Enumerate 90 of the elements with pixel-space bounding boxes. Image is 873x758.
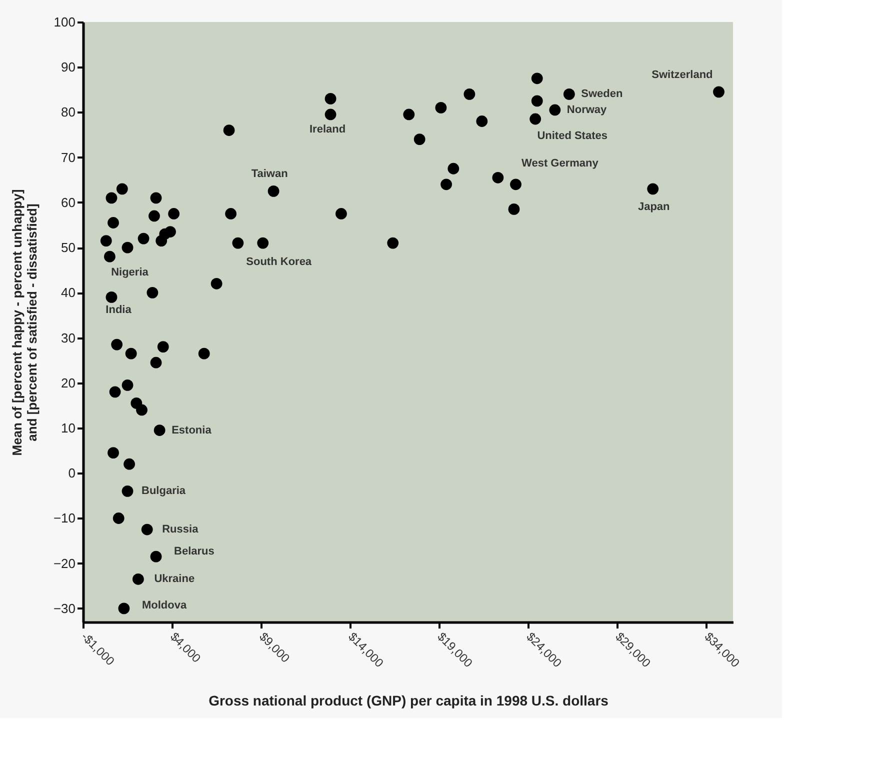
point <box>150 356 162 368</box>
point <box>464 88 476 100</box>
point <box>476 116 488 127</box>
y-tick-label: 60 <box>61 194 76 210</box>
point <box>124 458 135 470</box>
point <box>112 512 124 524</box>
point <box>118 602 130 614</box>
point <box>104 250 116 262</box>
point <box>150 192 162 204</box>
annotation: Russia <box>162 524 200 536</box>
y-tick-label: 10 <box>61 420 76 436</box>
annotation: Belarus <box>174 546 214 558</box>
y-tick-label: 0 <box>68 466 76 481</box>
annotation: West Germany <box>522 158 600 170</box>
annotation: Bulgaria <box>142 485 186 498</box>
annotation: Estonia <box>172 424 212 436</box>
point <box>647 183 659 195</box>
point <box>148 210 160 222</box>
point <box>159 228 171 240</box>
y-tick-label: 50 <box>61 240 76 256</box>
point <box>122 242 134 254</box>
point <box>414 134 426 145</box>
point <box>530 113 542 125</box>
point <box>324 108 336 120</box>
point <box>448 162 460 174</box>
point <box>713 86 724 98</box>
point <box>116 183 128 195</box>
point <box>109 386 121 398</box>
y-tick-label: −10 <box>53 510 76 526</box>
y-tick-label: −20 <box>53 556 76 571</box>
y-tick-label: 30 <box>61 330 76 346</box>
annotation: Japan <box>638 200 670 213</box>
point <box>257 237 269 249</box>
point <box>387 237 399 249</box>
point <box>223 124 235 136</box>
point <box>531 95 543 107</box>
point <box>154 424 166 436</box>
point <box>106 292 118 303</box>
annotation: Ireland <box>309 123 346 136</box>
point <box>440 178 452 190</box>
point <box>508 204 520 215</box>
point <box>268 185 280 197</box>
point <box>106 192 118 204</box>
annotation: Nigeria <box>111 266 150 279</box>
point <box>108 217 119 228</box>
point <box>157 341 169 352</box>
annotation: Ukraine <box>154 573 195 586</box>
point <box>336 208 347 220</box>
point <box>111 338 123 350</box>
point <box>435 102 447 114</box>
point <box>150 550 162 562</box>
annotation: United States <box>537 130 608 142</box>
point <box>168 208 180 220</box>
y-tick-label: 70 <box>61 150 76 165</box>
point <box>232 237 244 249</box>
point <box>198 348 210 360</box>
point <box>132 573 144 585</box>
point <box>108 447 119 459</box>
point <box>210 278 222 290</box>
point <box>122 485 134 497</box>
annotation: Taiwan <box>251 168 288 180</box>
y-tick-label: 40 <box>61 285 76 300</box>
point <box>225 208 237 220</box>
annotation: Norway <box>566 104 608 116</box>
point <box>403 108 415 120</box>
point <box>492 172 504 184</box>
y-tick-label: 80 <box>61 104 76 120</box>
annotation: Moldova <box>142 599 188 612</box>
y-tick-label: −30 <box>53 600 76 616</box>
point <box>100 235 112 246</box>
point <box>146 286 158 298</box>
point <box>563 88 575 100</box>
point <box>136 404 148 416</box>
y-axis-title: Mean of [percent happy - percent unhappy] and [percent of satisfied - dissatisfied] <box>9 189 40 456</box>
y-tick-label: 100 <box>54 14 76 30</box>
x-axis-title: Gross national product (GNP) per capita in 1998 U.S. dollars <box>208 692 609 708</box>
point <box>324 93 336 104</box>
annotation: India <box>106 304 132 316</box>
point <box>510 178 522 190</box>
y-tick-label: 20 <box>61 375 76 390</box>
annotation: Switzerland <box>652 68 713 81</box>
y-tick-label: 90 <box>61 60 76 75</box>
point <box>122 379 134 391</box>
point <box>141 524 153 536</box>
point <box>125 348 137 360</box>
point <box>531 72 543 84</box>
annotation: Sweden <box>581 88 624 100</box>
point <box>138 232 150 244</box>
annotation: South Korea <box>246 256 312 268</box>
point <box>549 104 561 116</box>
